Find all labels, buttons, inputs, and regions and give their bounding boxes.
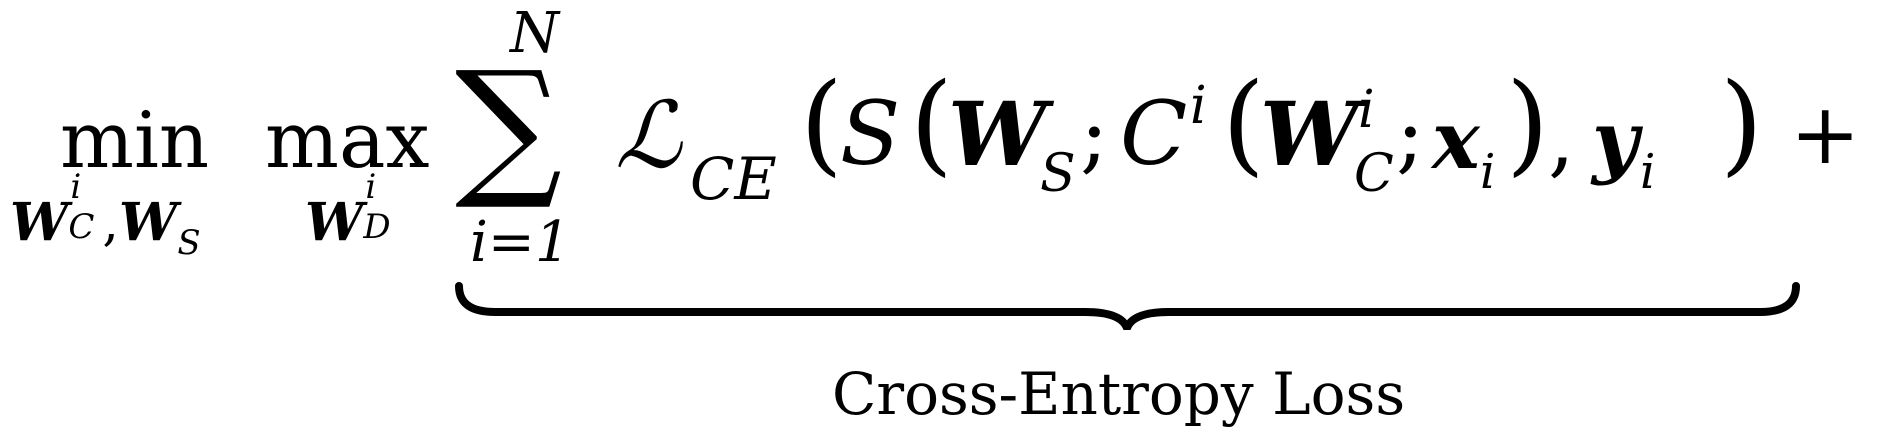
underbrace — [455, 282, 1800, 330]
min-sub-w-c: W — [10, 192, 69, 253]
max-sub-w-d-sub: D — [363, 207, 391, 247]
close-paren-outer: ) — [1720, 59, 1763, 187]
w-s-symbol: W — [948, 82, 1047, 186]
w-s-subscript: S — [1040, 144, 1076, 204]
sum-upper-limit: N — [510, 1, 559, 66]
max-sub-w-d: W — [305, 192, 364, 253]
x-symbol: x — [1432, 93, 1480, 187]
loss-subscript: CE — [690, 145, 777, 213]
max-operator: max — [265, 96, 430, 186]
open-paren-outer: ( — [800, 59, 843, 187]
close-paren-c: ) — [1506, 59, 1549, 187]
x-subscript: i — [1480, 144, 1496, 200]
min-sub-w-s-sub: S — [177, 223, 201, 263]
semicolon-1: ; — [1080, 85, 1109, 183]
underbrace-label: Cross-Entropy Loss — [832, 360, 1406, 428]
y-subscript: i — [1640, 144, 1656, 200]
comma-1: , — [1548, 89, 1575, 187]
w-c-subscript: C — [1354, 144, 1394, 204]
open-paren-s: ( — [910, 59, 953, 187]
s-symbol: S — [840, 82, 901, 185]
min-sub-w-s: W — [118, 192, 178, 253]
loss-symbol: ℒ — [615, 82, 682, 189]
semicolon-2: ; — [1396, 85, 1425, 183]
c-superscript: i — [1190, 76, 1207, 136]
w-c-symbol: W — [1260, 82, 1359, 186]
max-sub-w-d-sup: i — [365, 167, 377, 207]
plus-sign: + — [1790, 85, 1861, 183]
sum-lower-limit: i=1 — [470, 210, 571, 275]
min-sub-w-c-sub: C — [68, 207, 95, 247]
open-paren-c: ( — [1222, 59, 1265, 187]
min-sub-comma: , — [102, 193, 119, 253]
c-symbol: C — [1120, 82, 1188, 185]
sum-symbol: ∑ — [455, 40, 563, 214]
y-symbol: y — [1592, 93, 1639, 187]
min-operator: min — [60, 96, 210, 186]
w-c-superscript: i — [1358, 80, 1375, 140]
min-sub-w-c-sup: i — [70, 167, 82, 207]
